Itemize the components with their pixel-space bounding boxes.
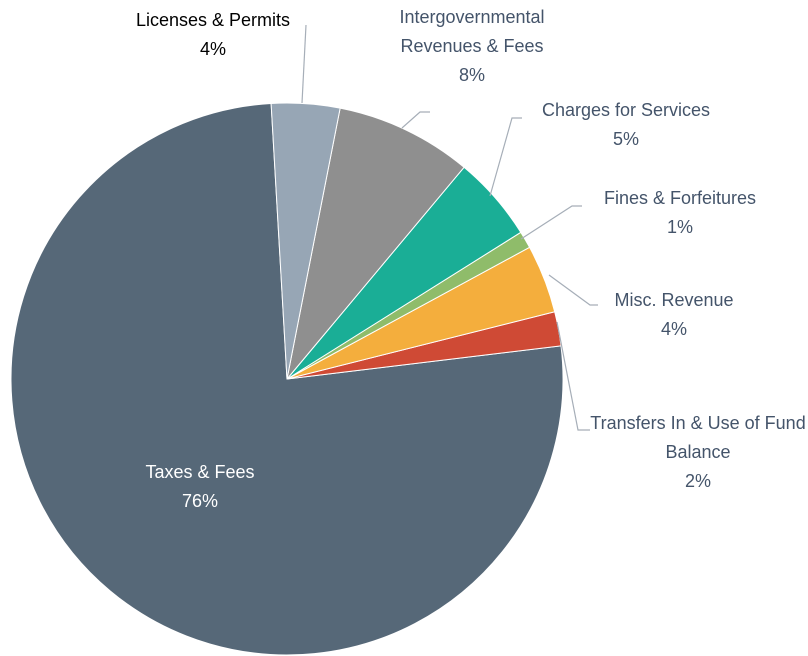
value-label: 4% bbox=[199, 39, 226, 59]
category-name: Charges for Services bbox=[541, 100, 711, 120]
leader-line bbox=[489, 117, 522, 197]
category-name: Intergovernmental Revenues & Fees bbox=[399, 7, 545, 56]
slice-label: Charges for Services 5% bbox=[506, 96, 746, 154]
value-label: 76% bbox=[181, 491, 219, 511]
category-name: Transfers In & Use of Fund Balance bbox=[590, 413, 806, 462]
category-name: Licenses & Permits bbox=[135, 10, 291, 30]
value-label: 2% bbox=[684, 471, 711, 491]
leader-lines bbox=[301, 24, 598, 431]
category-name: Taxes & Fees bbox=[145, 462, 255, 482]
slice-label: Misc. Revenue 4% bbox=[574, 286, 774, 344]
leader-line bbox=[520, 205, 582, 240]
slice-label: Intergovernmental Revenues & Fees 8% bbox=[372, 3, 572, 90]
leader-line bbox=[401, 111, 430, 129]
pie-slice bbox=[10, 102, 564, 656]
slice-label: Taxes & Fees 76% bbox=[100, 458, 300, 516]
category-name: Fines & Forfeitures bbox=[603, 188, 757, 208]
slice-label: Transfers In & Use of Fund Balance 2% bbox=[588, 409, 808, 496]
value-label: 1% bbox=[666, 217, 693, 237]
leader-line bbox=[548, 274, 598, 306]
slice-label: Fines & Forfeitures 1% bbox=[560, 184, 800, 242]
category-name: Misc. Revenue bbox=[614, 290, 734, 310]
leader-line bbox=[301, 24, 307, 104]
value-label: 5% bbox=[612, 129, 639, 149]
value-label: 4% bbox=[660, 319, 687, 339]
pie-slice bbox=[270, 102, 341, 380]
value-label: 8% bbox=[458, 65, 485, 85]
pie-slice bbox=[286, 107, 465, 380]
leader-line bbox=[556, 321, 590, 431]
slice-label: Licenses & Permits 4% bbox=[103, 6, 323, 64]
